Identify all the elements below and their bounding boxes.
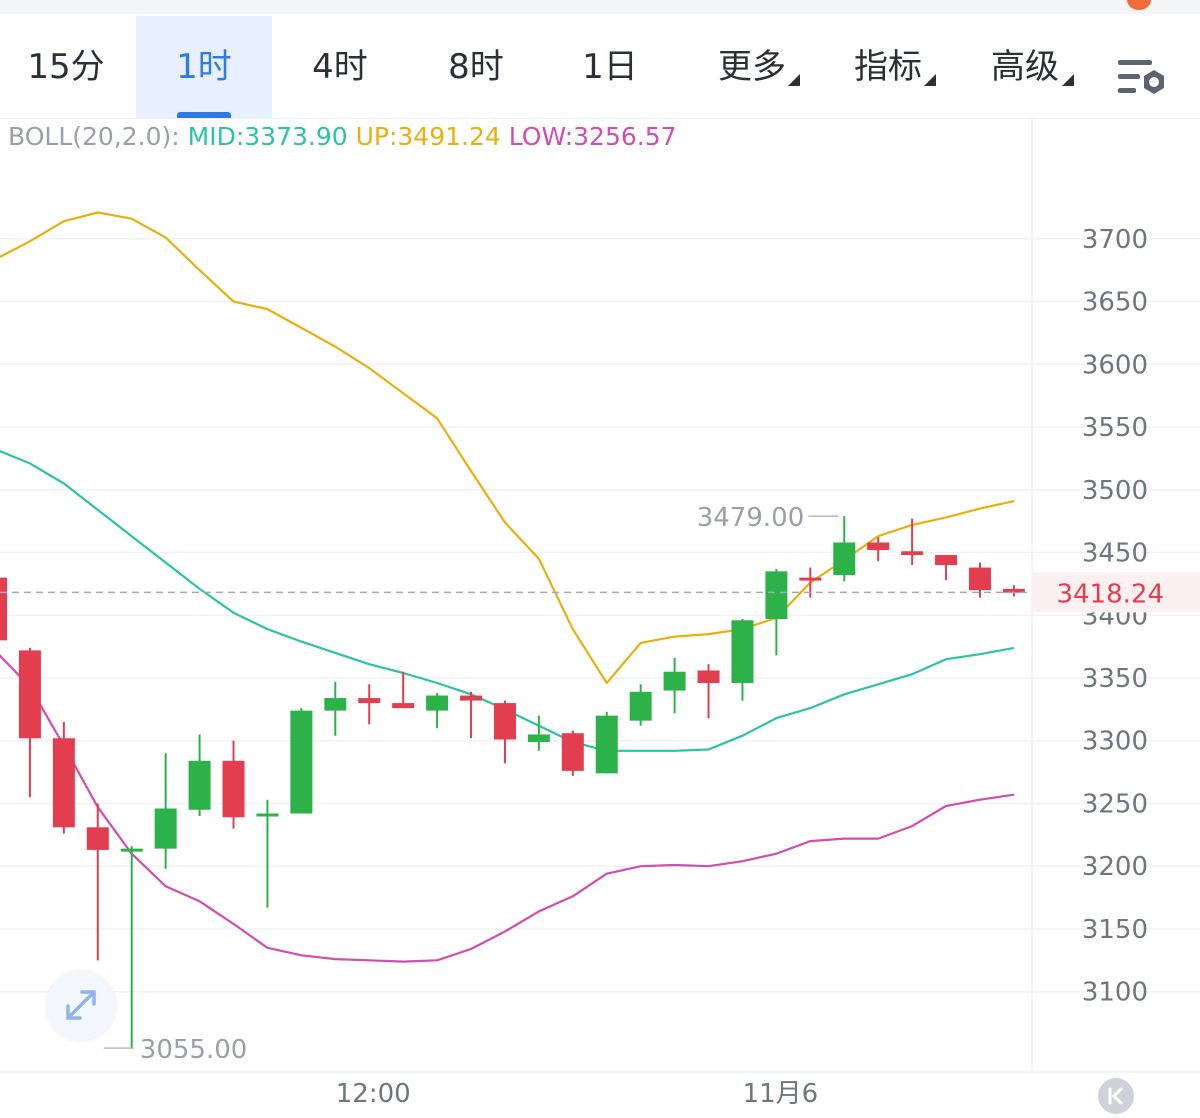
candle-body xyxy=(901,551,924,556)
settings-sliders-gear-icon xyxy=(1118,60,1164,94)
candle-body xyxy=(697,670,720,684)
x-tick-label: 12:00 xyxy=(336,1079,411,1106)
candle-body xyxy=(358,698,381,704)
candle-body xyxy=(935,555,958,566)
boll-low-value: LOW:3256.57 xyxy=(508,122,677,151)
notification-dot-icon xyxy=(1127,0,1151,10)
candle-body xyxy=(799,577,822,581)
dropdown-triangle-icon xyxy=(1062,74,1074,86)
back-to-latest-icon xyxy=(1108,1087,1123,1105)
candle-body xyxy=(731,620,754,684)
top-status-strip xyxy=(0,0,1200,14)
boll-up-line xyxy=(0,211,1015,685)
y-tick-label: 3200 xyxy=(1082,852,1148,882)
boll-up-value: UP:3491.24 xyxy=(355,122,501,151)
y-tick-label: 3350 xyxy=(1082,664,1148,694)
candle-body xyxy=(493,703,516,740)
y-tick-label: 3450 xyxy=(1082,539,1148,569)
candle-body xyxy=(426,695,449,711)
candle-body xyxy=(765,571,788,620)
candle-body xyxy=(867,542,890,551)
candle-body xyxy=(833,542,856,576)
tab-label: 1时 xyxy=(176,47,232,87)
tab-advanced[interactable]: 高级 xyxy=(972,16,1078,118)
dropdown-triangle-icon xyxy=(788,74,800,86)
y-tick-label: 3600 xyxy=(1082,350,1148,380)
tab-1day[interactable]: 1日 xyxy=(544,16,676,118)
candle-body xyxy=(629,691,652,721)
y-tick-label: 3300 xyxy=(1082,727,1148,757)
candle-body xyxy=(595,715,618,774)
candle-body xyxy=(324,698,347,711)
y-tick-label: 3100 xyxy=(1082,978,1148,1008)
candle-body xyxy=(86,827,109,850)
last-price-label: 3418.24 xyxy=(1056,579,1164,609)
candle-body xyxy=(18,650,41,739)
expand-arrows-icon xyxy=(66,990,96,1020)
tab-15min[interactable]: 15分 xyxy=(0,16,132,118)
fullscreen-button[interactable] xyxy=(46,970,116,1040)
tab-indicators[interactable]: 指标 xyxy=(836,16,940,118)
tab-label: 8时 xyxy=(448,47,504,87)
candle-body xyxy=(52,738,75,828)
y-tick-label: 3500 xyxy=(1082,476,1148,506)
tab-more[interactable]: 更多 xyxy=(700,16,804,118)
back-to-latest-button[interactable] xyxy=(1098,1078,1134,1114)
candle-body xyxy=(527,734,550,742)
boll-mid-value: MID:3373.90 xyxy=(187,122,348,151)
candle-body xyxy=(256,813,279,817)
tab-label: 指标 xyxy=(854,47,922,87)
boll-indicator-readout: BOLL(20,2.0): MID:3373.90 UP:3491.24 LOW… xyxy=(8,120,677,154)
y-tick-label: 3150 xyxy=(1082,915,1148,945)
candle-body xyxy=(290,710,313,814)
candle-body xyxy=(968,567,991,591)
candle-body xyxy=(120,848,143,852)
candle-body xyxy=(460,695,483,701)
candle-body xyxy=(154,808,177,849)
dropdown-triangle-icon xyxy=(924,74,936,86)
tab-1hour[interactable]: 1时 xyxy=(136,16,272,118)
x-tick-label: 11月6 xyxy=(743,1079,819,1106)
y-tick-label: 3250 xyxy=(1082,789,1148,819)
tab-4hour[interactable]: 4时 xyxy=(272,16,408,118)
tab-label: 15分 xyxy=(27,47,105,87)
candle-body xyxy=(0,577,7,641)
candle-body xyxy=(392,703,415,709)
y-tick-label: 3650 xyxy=(1082,288,1148,318)
tab-label: 高级 xyxy=(991,47,1059,87)
candle-body xyxy=(188,760,211,810)
candle-body xyxy=(663,671,686,691)
candle-body xyxy=(222,760,245,818)
low-annotation-label: 3055.00 xyxy=(140,1035,248,1065)
last-price-badge xyxy=(1032,572,1200,613)
high-annotation-label: 3479.00 xyxy=(697,503,805,533)
boll-label: BOLL(20,2.0): xyxy=(8,122,180,151)
y-tick-label: 3700 xyxy=(1082,225,1148,255)
candle-body xyxy=(561,733,584,771)
chart-settings-button[interactable] xyxy=(1110,44,1172,114)
boll-low-line xyxy=(0,654,1015,963)
tab-label: 1日 xyxy=(582,47,638,87)
y-tick-label: 3550 xyxy=(1082,413,1148,443)
tab-8hour[interactable]: 8时 xyxy=(408,16,544,118)
timeframe-tab-bar: 15分 1时 4时 8时 1日 更多 指标 高级 xyxy=(0,14,1200,119)
candle-body xyxy=(1002,588,1025,593)
tab-label: 4时 xyxy=(312,47,368,87)
tab-label: 更多 xyxy=(718,47,786,87)
